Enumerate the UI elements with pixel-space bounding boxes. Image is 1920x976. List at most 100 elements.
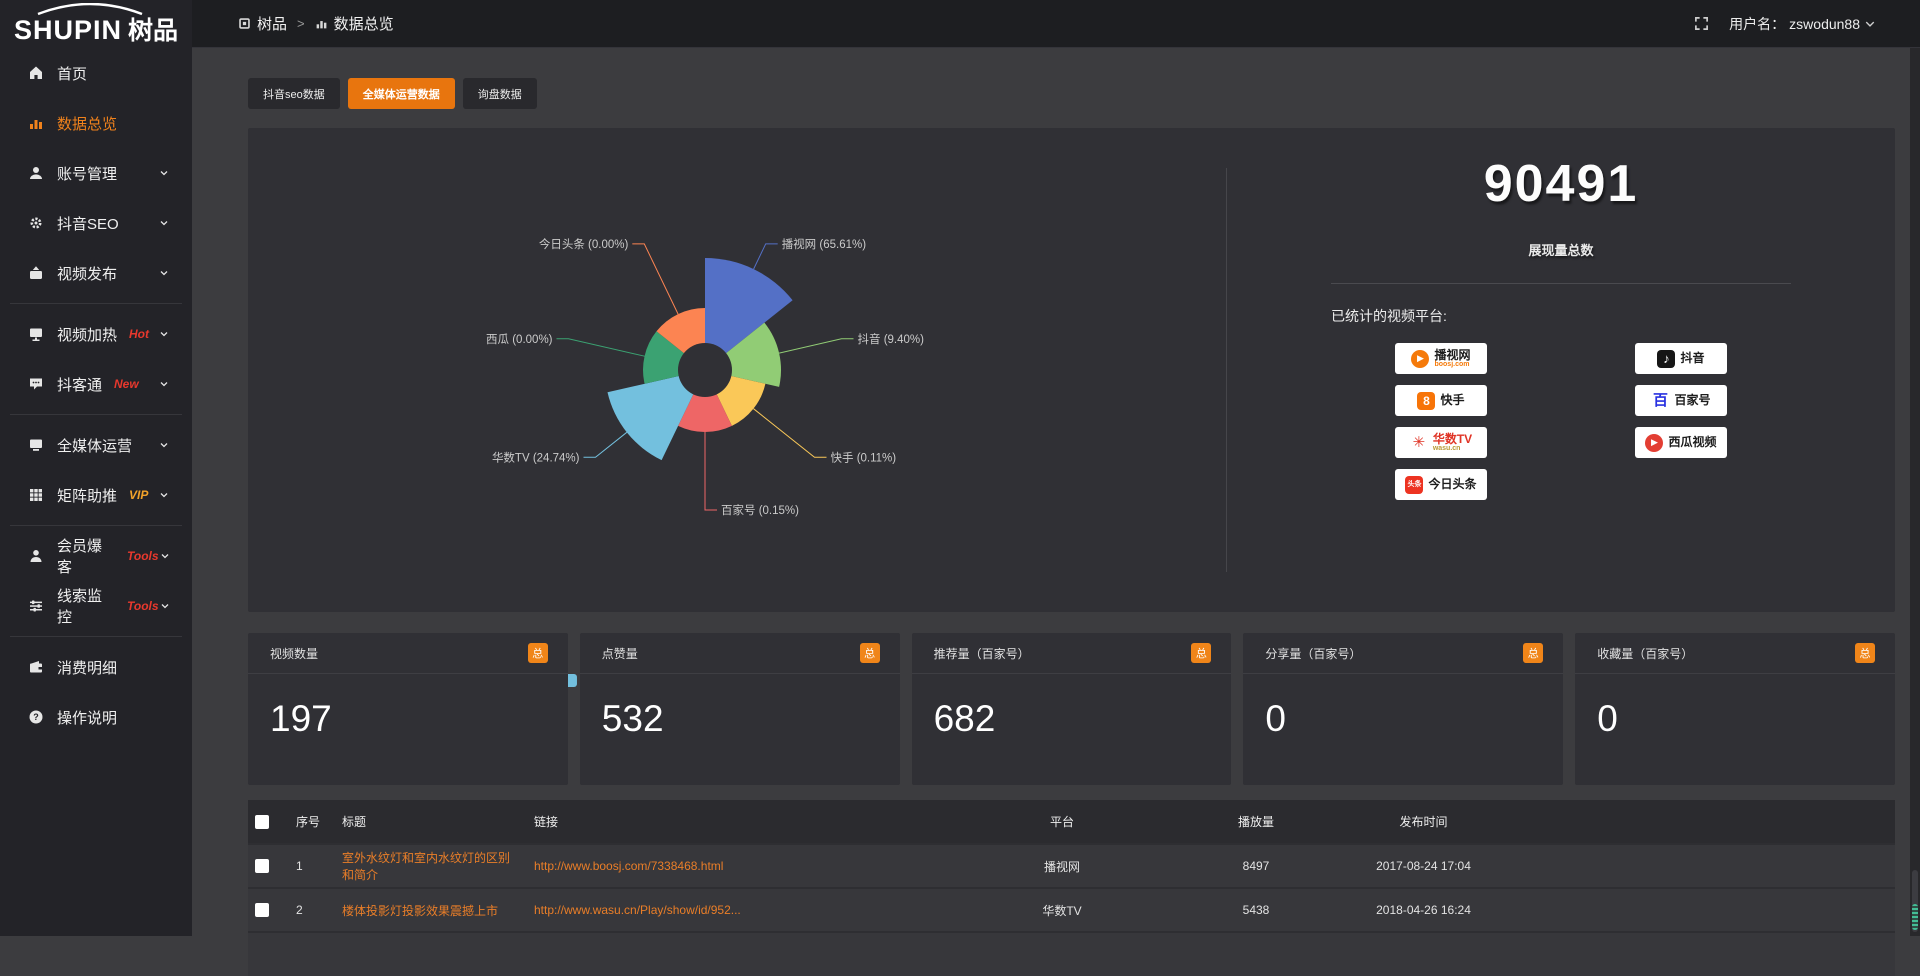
sidebar-item-member-baoke[interactable]: 会员爆客 Tools — [0, 531, 192, 581]
sidebar-item-data-overview[interactable]: 数据总览 — [0, 98, 192, 148]
tab-media-operation-data[interactable]: 全媒体运营数据 — [347, 78, 455, 109]
sidebar-item-label: 视频发布 — [57, 265, 118, 283]
panel-divider — [1226, 168, 1227, 572]
table-header-row: 序号 标题 链接 平台 播放量 发布时间 — [248, 800, 1895, 844]
pie-label-line — [753, 408, 827, 458]
row-index: 1 — [296, 859, 303, 873]
row-checkbox[interactable] — [255, 903, 269, 917]
sidebar-item-operation-guide[interactable]: ? 操作说明 — [0, 692, 192, 742]
pie-label-百家号: 百家号 (0.15%) — [721, 503, 799, 517]
sidebar-item-account-manage[interactable]: 账号管理 — [0, 148, 192, 198]
sidebar-divider — [10, 414, 182, 415]
row-play-count: 5438 — [1242, 903, 1270, 917]
breadcrumb-separator: > — [297, 16, 305, 31]
sidebar-item-home[interactable]: 首页 — [0, 48, 192, 98]
sidebar: 首页 数据总览 账号管理 抖音SEO 视频发布视频加热 Hot 抖客通 New 全媒体运营 矩阵助… — [0, 48, 192, 936]
sidebar-item-clue-monitor[interactable]: 线索监控 Tools — [0, 581, 192, 631]
chevron-down-icon — [158, 439, 174, 451]
stat-card-value: 532 — [601, 698, 664, 739]
video-title-link[interactable]: 室外水纹灯和室内水纹灯的区别和简介 — [342, 851, 511, 882]
sidebar-item-video-heat[interactable]: 视频加热 Hot — [0, 309, 192, 359]
wasu-logo-icon: ✳ — [1412, 434, 1426, 451]
logo-suffix: 树品 — [128, 17, 178, 45]
chevron-down-icon — [158, 167, 174, 179]
platform-badge-name: 百家号 — [1674, 393, 1711, 408]
app-logo: SHUPIN 树品 — [0, 0, 192, 48]
pie-chart-area: 播视网 (65.61%) 抖音 (9.40%) 快手 (0.11%) 百家号 (0.1… — [248, 128, 1226, 687]
user-area: 用户名： zswodun88 — [1694, 14, 1920, 34]
sidebar-divider — [10, 636, 182, 637]
chart-panel: 播视网 (65.61%) 抖音 (9.40%) 快手 (0.11%) 百家号 (0.1… — [248, 128, 1895, 687]
platform-badge-sub: wasu.cn — [1432, 445, 1461, 453]
select-all-checkbox[interactable] — [255, 814, 269, 829]
scrollbar-thumb[interactable] — [1912, 870, 1918, 932]
sidebar-item-video-publish[interactable]: 视频发布 — [0, 248, 192, 298]
douyin-logo-icon: ♪ — [1657, 349, 1676, 368]
pie-label-line — [778, 338, 854, 354]
platform-badge-texts: 华数TV wasu.cn — [1432, 432, 1472, 453]
stat-card-header: 分享量（百家号） 总 — [1243, 633, 1564, 674]
pie-sector-播视网[interactable] — [705, 258, 793, 370]
chevron-down-icon — [158, 328, 174, 340]
sidebar-item-label: 视频加热 — [57, 326, 118, 344]
pie-label-快手: 快手 (0.11%) — [831, 450, 897, 464]
total-badge[interactable]: 总 — [1191, 643, 1212, 663]
platform-badge-xigua: ▶ 西瓜视频 — [1635, 427, 1727, 458]
chevron-down-icon — [159, 600, 174, 612]
video-url-link[interactable]: http://www.boosj.com/7338468.html — [534, 859, 724, 873]
row-checkbox[interactable] — [255, 859, 269, 873]
video-table-panel: 序号 标题 链接 平台 播放量 发布时间 1 室外水纹灯和室内水纹灯的区别和简介 http:/… — [248, 800, 1895, 976]
sidebar-item-tag: VIP — [129, 488, 149, 502]
sidebar-divider — [10, 525, 182, 526]
chevron-down-icon — [158, 217, 174, 229]
video-title-link[interactable]: 楼体投影灯投影效果震撼上市 — [342, 903, 499, 918]
total-badge[interactable]: 总 — [527, 643, 548, 663]
stat-card-label: 收藏量（百家号） — [1597, 646, 1694, 661]
username: zswodun88 — [1789, 15, 1860, 32]
video-url-link[interactable]: http://www.wasu.cn/Play/show/id/952... — [534, 903, 741, 917]
breadcrumb-item-data-overview[interactable]: 数据总览 — [315, 13, 394, 34]
boosj-logo-icon: ▶ — [1411, 349, 1430, 368]
platform-badge-name: 西瓜视频 — [1668, 435, 1717, 450]
video-table: 序号 标题 链接 平台 播放量 发布时间 1 室外水纹灯和室内水纹灯的区别和简介 http:/… — [248, 800, 1895, 976]
sidebar-item-douyin-seo[interactable]: 抖音SEO — [0, 198, 192, 248]
stat-card-label: 分享量（百家号） — [1265, 646, 1362, 661]
row-publish-time: 2018-04-26 16:24 — [1376, 903, 1471, 917]
help-icon: ? — [28, 709, 44, 725]
stat-cards-row: 视频数量总 197 点赞量总 532 推荐量（百家号）总 682 分享量（百家号）总 0 收藏量… — [248, 633, 1895, 785]
sidebar-item-media-operation[interactable]: 全媒体运营 — [0, 420, 192, 470]
sidebar-item-matrix-boost[interactable]: 矩阵助推 VIP — [0, 470, 192, 520]
platform-badge-baijiahao: 百百家号 — [1635, 385, 1727, 416]
breadcrumb-label: 树品 — [257, 16, 288, 33]
sidebar-item-doukatong[interactable]: 抖客通 New — [0, 359, 192, 409]
sidebar-divider — [10, 303, 182, 304]
pie-sector-百家号[interactable] — [678, 370, 732, 433]
fullscreen-icon[interactable] — [1694, 16, 1709, 31]
pie-label-line — [753, 243, 778, 270]
chart-icon — [315, 17, 328, 30]
platform-badge-texts: 抖音 — [1680, 352, 1704, 365]
total-badge[interactable]: 总 — [859, 643, 880, 663]
platform-badge-name: 播视网 — [1434, 347, 1471, 362]
xigua-logo-icon: ▶ — [1645, 433, 1664, 452]
tab-inquiry-data[interactable]: 询盘数据 — [462, 78, 537, 109]
breadcrumb-item-shupin[interactable]: 树品 — [238, 13, 287, 34]
pie-sector-华数TV[interactable] — [607, 370, 706, 461]
logo-text: SHUPIN — [14, 15, 122, 45]
user-menu[interactable]: 用户名： zswodun88 — [1729, 14, 1876, 34]
total-badge[interactable]: 总 — [1523, 643, 1544, 663]
table-header-2: 链接 — [534, 815, 559, 829]
row-empty-cell — [282, 932, 328, 976]
sidebar-item-consume-detail[interactable]: 消费明细 — [0, 642, 192, 692]
stat-card-share-count: 分享量（百家号） 总 0 — [1243, 633, 1564, 785]
tab-douyin-seo-data[interactable]: 抖音seo数据 — [248, 78, 340, 109]
breadcrumb-label: 数据总览 — [333, 16, 394, 33]
logo-graphic: SHUPIN 树品 — [14, 2, 178, 45]
stat-card-header: 视频数量 总 — [248, 633, 568, 674]
pie-label-抖音: 抖音 (9.40%) — [858, 332, 925, 346]
total-badge[interactable]: 总 — [1854, 643, 1875, 663]
chat-icon — [28, 376, 44, 392]
top-header: SHUPIN 树品 树品 > 数据总览 用户名： zswodun88 — [0, 0, 1920, 48]
sidebar-item-label: 线索监控 — [57, 588, 103, 626]
stat-card-like-count: 点赞量 总 532 — [579, 633, 900, 785]
